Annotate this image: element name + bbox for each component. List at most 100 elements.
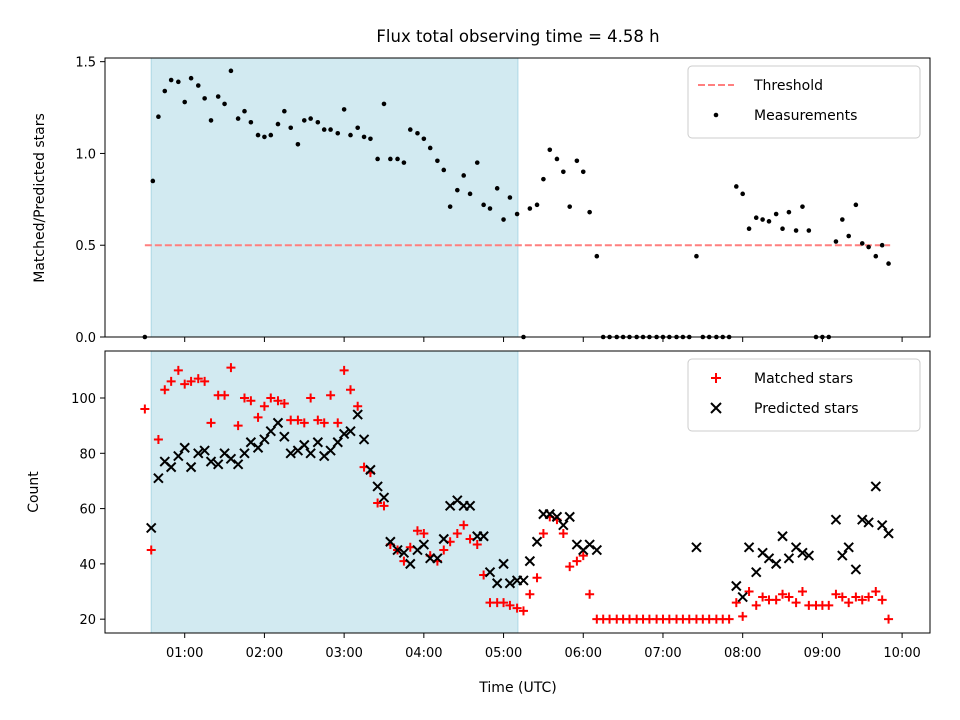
data-point — [833, 239, 839, 244]
data-point — [531, 536, 543, 547]
x-tick-label: 07:00 — [644, 646, 681, 661]
data-point — [773, 211, 779, 217]
data-point — [195, 83, 201, 88]
data-point — [432, 553, 443, 564]
data-point — [255, 132, 261, 138]
data-point — [518, 575, 529, 586]
y-tick-label: 0.5 — [75, 239, 96, 254]
data-point — [487, 206, 493, 211]
y-tick-label: 20 — [79, 613, 96, 628]
data-point — [348, 132, 353, 138]
data-point — [381, 101, 387, 107]
data-point — [561, 169, 566, 175]
series-matched-stars — [140, 363, 894, 624]
data-point — [587, 209, 592, 215]
data-point — [871, 587, 881, 597]
data-point — [388, 156, 393, 162]
data-point — [312, 437, 324, 448]
data-point — [228, 68, 234, 74]
data-point — [282, 108, 287, 114]
data-point — [325, 445, 336, 456]
data-point — [441, 167, 447, 173]
data-point — [797, 547, 808, 559]
data-point — [259, 434, 270, 445]
data-point — [791, 598, 801, 608]
y-axis-label: Count — [26, 471, 42, 513]
data-point — [368, 136, 373, 142]
data-point — [444, 500, 456, 512]
legend-box — [687, 358, 921, 432]
data-point — [279, 399, 289, 409]
data-point — [857, 595, 867, 605]
data-point — [140, 404, 150, 414]
data-point — [321, 127, 327, 132]
data-point — [824, 600, 834, 610]
data-point — [156, 114, 161, 120]
data-point — [206, 418, 216, 428]
data-point — [472, 540, 482, 550]
data-point — [421, 136, 427, 142]
data-point — [365, 464, 376, 476]
x-axis-label: Time (UTC) — [478, 680, 556, 696]
data-point — [534, 202, 540, 208]
data-point — [505, 600, 515, 610]
data-point — [846, 233, 851, 239]
data-point — [385, 536, 396, 547]
data-point — [800, 204, 805, 209]
data-point — [770, 558, 782, 570]
data-point — [844, 598, 854, 608]
data-point — [731, 580, 742, 592]
data-point — [285, 448, 296, 459]
data-point — [306, 393, 316, 403]
data-point — [279, 431, 290, 442]
data-point — [551, 511, 563, 523]
data-point — [498, 558, 509, 570]
data-point — [150, 178, 156, 184]
data-point — [378, 492, 390, 503]
data-point — [246, 396, 256, 406]
observing-window — [150, 350, 519, 634]
data-point — [435, 158, 440, 164]
data-point — [504, 578, 516, 589]
data-point — [467, 191, 473, 197]
data-point — [771, 595, 781, 605]
legend-label: Threshold — [753, 78, 823, 94]
data-point — [419, 528, 429, 538]
data-point — [843, 542, 854, 553]
data-point — [514, 211, 520, 217]
data-point — [242, 108, 247, 114]
data-point — [319, 418, 329, 428]
series-measurements — [142, 68, 891, 340]
x-tick-label: 02:00 — [246, 646, 283, 661]
data-point — [481, 202, 486, 208]
data-point — [501, 217, 506, 222]
data-point — [778, 589, 788, 599]
data-point — [694, 253, 699, 259]
data-point — [372, 481, 383, 492]
data-point — [853, 202, 859, 208]
data-point — [851, 592, 861, 602]
data-point — [352, 409, 363, 420]
data-point — [379, 501, 389, 511]
data-point — [193, 374, 203, 384]
data-point — [565, 562, 575, 572]
data-point — [338, 428, 350, 440]
data-point — [538, 528, 548, 538]
data-point — [339, 365, 349, 375]
data-point — [299, 418, 309, 428]
y-tick-label: 80 — [79, 447, 96, 462]
data-point — [146, 545, 156, 555]
data-point — [541, 176, 546, 182]
data-point — [512, 603, 522, 613]
data-point — [253, 412, 263, 422]
data-point — [288, 125, 294, 131]
data-point — [883, 528, 894, 539]
data-point — [361, 134, 367, 140]
data-point — [146, 522, 157, 534]
chart-title: Flux total observing time = 4.58 h — [376, 27, 659, 46]
data-point — [215, 94, 221, 99]
y-tick-label: 40 — [79, 558, 96, 573]
data-point — [438, 533, 449, 545]
data-point — [407, 127, 413, 132]
data-point — [744, 587, 754, 597]
